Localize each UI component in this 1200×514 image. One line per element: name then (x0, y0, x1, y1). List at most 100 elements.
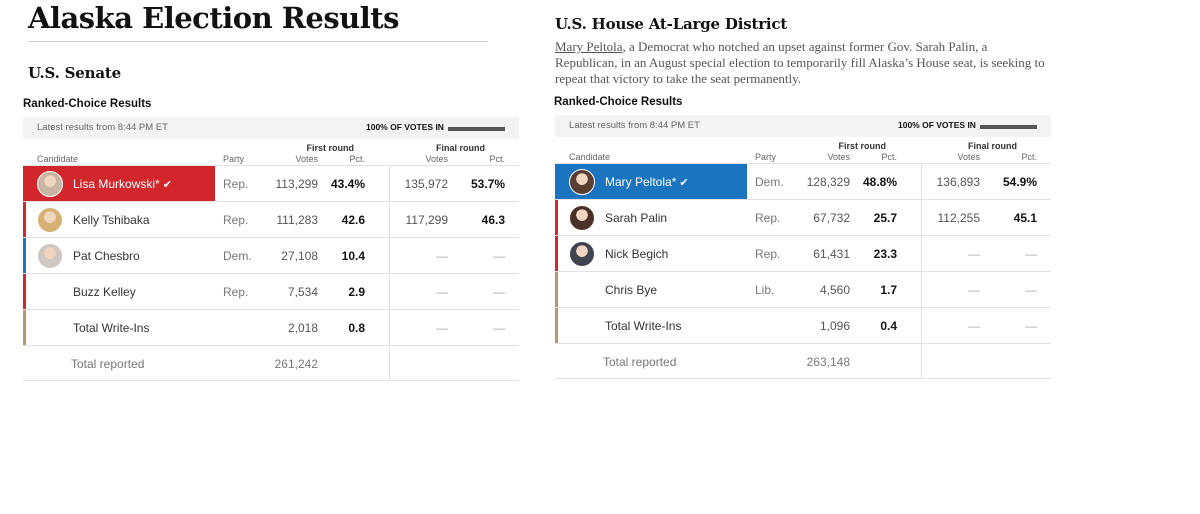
final-round-votes: 117,299 (405, 213, 449, 227)
candidate-row: Kelly Tshibaka Rep. 111,283 42.6 117,299 46.3 (23, 201, 519, 238)
results-status-bar: Latest results from 8:44 PM ET 100% OF VO… (23, 117, 519, 139)
final-round-pct: — (1025, 283, 1037, 297)
senate-ranked-choice-label: Ranked-Choice Results (23, 98, 152, 110)
first-round-votes: 27,108 (281, 249, 318, 263)
final-round-votes: — (968, 319, 980, 333)
candidate-name: Mary Peltola* ✔ (605, 175, 689, 189)
senate-title: U.S. Senate (28, 64, 121, 82)
candidate-avatar (569, 241, 595, 267)
first-round-votes: 1,096 (819, 319, 850, 333)
header-final-pct: Pct. (1021, 152, 1037, 162)
total-reported-row: Total reported 263,148 (555, 343, 1051, 378)
first-round-pct: 0.8 (348, 321, 365, 335)
first-round-votes: 128,329 (806, 175, 850, 189)
candidate-party: Rep. (223, 177, 249, 191)
final-round-votes: — (436, 249, 448, 263)
party-color-bar (23, 202, 26, 238)
first-round-votes: 111,283 (276, 213, 318, 227)
votes-in-label: 100% OF VOTES IN (898, 120, 976, 130)
first-round-votes: 67,732 (813, 211, 850, 225)
latest-results-time: Latest results from 8:44 PM ET (37, 122, 168, 133)
candidate-row: Sarah Palin Rep. 67,732 25.7 112,255 45.1 (555, 199, 1051, 236)
page-title: Alaska Election Results (28, 1, 399, 35)
title-divider (28, 41, 488, 42)
total-reported-label: Total reported (603, 355, 677, 369)
candidate-row: Total Write-Ins 1,096 0.4 — — (555, 307, 1051, 344)
final-round-pct: 46.3 (481, 213, 505, 227)
final-round-votes: 112,255 (937, 211, 981, 225)
final-round-pct: — (493, 321, 505, 335)
header-candidate: Candidate (569, 152, 611, 162)
party-color-bar (555, 236, 558, 272)
header-first-round: First round (838, 141, 887, 151)
column-headers: Candidate Party First round Votes Pct. Final … (23, 139, 519, 165)
final-round-pct: 45.1 (1013, 211, 1037, 225)
final-round-votes: 136,893 (936, 175, 980, 189)
header-first-round: First round (306, 143, 355, 153)
total-reported-row: Total reported 261,242 (23, 345, 519, 380)
total-reported-votes: 261,242 (274, 357, 318, 371)
candidate-avatar (569, 205, 595, 231)
final-round-pct: — (493, 285, 505, 299)
first-round-pct: 2.9 (348, 285, 365, 299)
final-round-pct: 54.9% (1002, 175, 1037, 189)
peltola-link[interactable]: Mary Peltola (555, 39, 623, 54)
party-color-bar (555, 200, 558, 236)
party-color-bar (23, 310, 26, 346)
candidate-party: Rep. (755, 211, 781, 225)
header-final-votes: Votes (425, 154, 448, 164)
votes-in-bar (448, 127, 505, 131)
first-round-pct: 42.6 (341, 213, 365, 227)
party-color-bar (23, 274, 26, 310)
final-round-votes: — (968, 283, 980, 297)
party-color-bar (555, 272, 558, 308)
final-round-pct: 53.7% (470, 177, 505, 191)
header-first-votes: Votes (827, 152, 850, 162)
candidate-row: Chris Bye Lib. 4,560 1.7 — — (555, 271, 1051, 308)
first-round-votes: 7,534 (287, 285, 318, 299)
first-round-pct: 23.3 (873, 247, 897, 261)
candidate-name: Nick Begich (605, 247, 669, 261)
candidate-party: Dem. (223, 249, 252, 263)
first-round-votes: 4,560 (819, 283, 850, 297)
candidate-party: Lib. (755, 283, 775, 297)
column-headers: Candidate Party First round Votes Pct. Final … (555, 137, 1051, 163)
latest-results-time: Latest results from 8:44 PM ET (569, 120, 700, 131)
candidate-name: Chris Bye (605, 283, 658, 297)
candidate-row: Total Write-Ins 2,018 0.8 — — (23, 309, 519, 346)
candidate-party: Rep. (223, 213, 249, 227)
first-round-pct: 10.4 (341, 249, 365, 263)
header-final-round: Final round (968, 141, 1017, 151)
final-round-votes: 135,972 (404, 177, 448, 191)
house-description: Mary Peltola, a Democrat who notched an … (555, 39, 1053, 87)
final-round-votes: — (436, 285, 448, 299)
first-round-votes: 61,431 (813, 247, 850, 261)
candidate-name: Sarah Palin (605, 211, 668, 225)
header-first-votes: Votes (295, 154, 318, 164)
total-reported-votes: 263,148 (806, 355, 850, 369)
votes-in-label: 100% OF VOTES IN (366, 122, 444, 132)
final-round-pct: — (1025, 319, 1037, 333)
results-status-bar: Latest results from 8:44 PM ET 100% OF VO… (555, 115, 1051, 137)
candidate-name: Kelly Tshibaka (73, 213, 150, 227)
house-description-text: , a Democrat who notched an upset agains… (555, 39, 1045, 86)
header-party: Party (755, 152, 777, 162)
senate-results-table: Latest results from 8:44 PM ET 100% OF VO… (23, 117, 519, 381)
final-round-pct: — (1025, 247, 1037, 261)
candidate-row: Nick Begich Rep. 61,431 23.3 — — (555, 235, 1051, 272)
first-round-pct: 48.8% (862, 175, 897, 189)
first-round-pct: 25.7 (873, 211, 897, 225)
header-candidate: Candidate (37, 154, 79, 164)
winner-check-icon: ✔ (162, 179, 172, 191)
party-color-bar (555, 308, 558, 344)
candidate-party: Dem. (755, 175, 784, 189)
final-round-votes: — (968, 247, 980, 261)
house-ranked-choice-label: Ranked-Choice Results (554, 96, 683, 108)
candidate-row: Buzz Kelley Rep. 7,534 2.9 — — (23, 273, 519, 310)
first-round-pct: 0.4 (880, 319, 897, 333)
first-round-pct: 43.4% (330, 177, 365, 191)
total-reported-label: Total reported (71, 357, 145, 371)
candidate-name: Lisa Murkowski* ✔ (73, 177, 172, 191)
candidate-name: Pat Chesbro (73, 249, 140, 263)
first-round-votes: 113,299 (275, 177, 319, 191)
